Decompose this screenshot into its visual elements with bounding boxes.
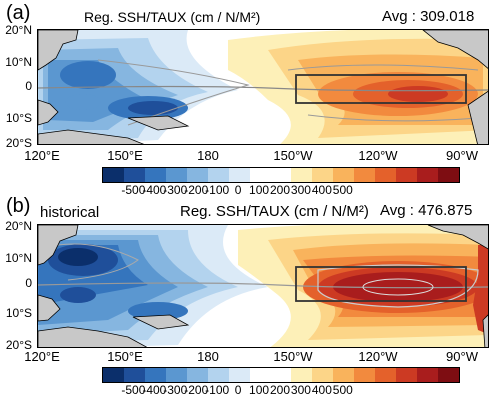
colorbar-swatch [249, 168, 271, 182]
colorbar-swatch [249, 368, 271, 382]
colorbar-swatch [270, 168, 292, 182]
lon-label-120e-b: 120°E [24, 349, 60, 364]
colorbar-swatch [228, 168, 250, 182]
panel-b-label: (b) [6, 195, 31, 217]
colorbar-tick-label: 0 [234, 383, 242, 397]
map-b [37, 224, 489, 348]
colorbar-swatch [396, 168, 418, 182]
colorbar-tick-label: -500 [121, 183, 146, 197]
colorbar-swatch [103, 168, 124, 182]
panel-b-title: Reg. SSH/TAUX (cm / N/M²) [180, 203, 369, 220]
colorbar-swatch [375, 168, 397, 182]
lon-label-90w-a: 90°W [446, 148, 478, 163]
colorbar-swatch [291, 368, 313, 382]
colorbar-swatch [123, 368, 145, 382]
lon-label-120e-a: 120°E [24, 148, 60, 163]
colorbar-swatch [270, 368, 292, 382]
lon-label-150w-a: 150°W [273, 148, 313, 163]
colorbar-swatch [165, 368, 187, 382]
colorbar-swatch [186, 168, 208, 182]
panel-a: (a) Reg. SSH/TAUX (cm / N/M²) Avg : 309.… [0, 0, 500, 200]
colorbar-swatch [396, 368, 418, 382]
lon-label-180-a: 180 [197, 148, 219, 163]
colorbar-b [102, 367, 460, 383]
map-a-field [38, 30, 488, 144]
lon-label-120w-a: 120°W [358, 148, 398, 163]
colorbar-swatch [123, 168, 145, 182]
lon-label-180-b: 180 [197, 349, 219, 364]
colorbar-swatch [165, 168, 187, 182]
lat-label-10n: 10°N [5, 55, 32, 69]
colorbar-swatch [438, 368, 459, 382]
panel-b: (b) historical Reg. SSH/TAUX (cm / N/M²)… [0, 195, 500, 405]
colorbar-tick-label: 400 [311, 183, 332, 197]
colorbar-swatch [375, 368, 397, 382]
lat-label-10s-b: 10°S [5, 306, 32, 320]
lat-label-20s: 20°S [5, 136, 32, 150]
colorbar-tick-label: 300 [290, 383, 311, 397]
colorbar-tick-label: -200 [184, 183, 209, 197]
colorbar-tick-label: -100 [205, 383, 230, 397]
panel-a-label: (a) [6, 2, 31, 24]
colorbar-swatch [291, 168, 313, 182]
colorbar-tick-label: 0 [234, 183, 242, 197]
colorbar-swatch [354, 168, 376, 182]
panel-a-avg: Avg : 309.018 [382, 8, 475, 25]
lat-label-10s: 10°S [5, 111, 32, 125]
lon-label-150e-a: 150°E [107, 148, 143, 163]
colorbar-swatch [207, 368, 229, 382]
colorbar-swatch [144, 368, 166, 382]
lat-label-eq-b: 0 [25, 276, 32, 290]
colorbar-tick-label: 200 [269, 183, 291, 197]
colorbar-swatch [417, 368, 438, 382]
colorbar-tick-label: 300 [290, 183, 311, 197]
colorbar-tick-label: -300 [163, 183, 188, 197]
lat-label-10n-b: 10°N [5, 251, 32, 265]
lat-label-20n-b: 20°N [5, 219, 32, 233]
panel-b-avg: Avg : 476.875 [380, 202, 473, 219]
colorbar-a [102, 167, 460, 183]
map-b-field [38, 225, 488, 347]
colorbar-tick-label: 100 [249, 383, 270, 397]
colorbar-tick-label: -500 [121, 383, 146, 397]
colorbar-swatch [438, 168, 459, 182]
colorbar-swatch [207, 168, 229, 182]
colorbar-swatch [228, 368, 250, 382]
colorbar-swatch [333, 168, 355, 182]
colorbar-swatch [103, 368, 124, 382]
panel-a-title: Reg. SSH/TAUX (cm / N/M²) [84, 9, 261, 25]
colorbar-swatch [354, 368, 376, 382]
lat-label-20n: 20°N [5, 23, 32, 37]
colorbar-tick-label: 500 [332, 183, 353, 197]
colorbar-tick-label: -100 [205, 183, 230, 197]
colorbar-tick-label: 400 [311, 383, 332, 397]
colorbar-tick-label: 100 [249, 183, 270, 197]
lat-label-eq: 0 [25, 79, 32, 93]
lon-label-120w-b: 120°W [358, 349, 398, 364]
colorbar-swatch [417, 168, 438, 182]
colorbar-tick-label: 200 [269, 383, 291, 397]
colorbar-tick-label: -300 [163, 383, 188, 397]
lon-label-150w-b: 150°W [273, 349, 313, 364]
nino-box-a [295, 74, 467, 104]
colorbar-swatch [312, 368, 334, 382]
colorbar-tick-label: -400 [142, 383, 167, 397]
colorbar-swatch [186, 368, 208, 382]
lon-label-90w-b: 90°W [446, 349, 478, 364]
lat-label-20s-b: 20°S [5, 338, 32, 352]
lon-label-150e-b: 150°E [107, 349, 143, 364]
colorbar-swatch [312, 168, 334, 182]
panel-b-tag: historical [40, 204, 100, 221]
map-a [37, 29, 489, 145]
colorbar-tick-label: 500 [332, 383, 353, 397]
colorbar-tick-label: -400 [142, 183, 167, 197]
nino-box-b [295, 266, 467, 302]
colorbar-swatch [144, 168, 166, 182]
colorbar-swatch [333, 368, 355, 382]
colorbar-tick-label: -200 [184, 383, 209, 397]
